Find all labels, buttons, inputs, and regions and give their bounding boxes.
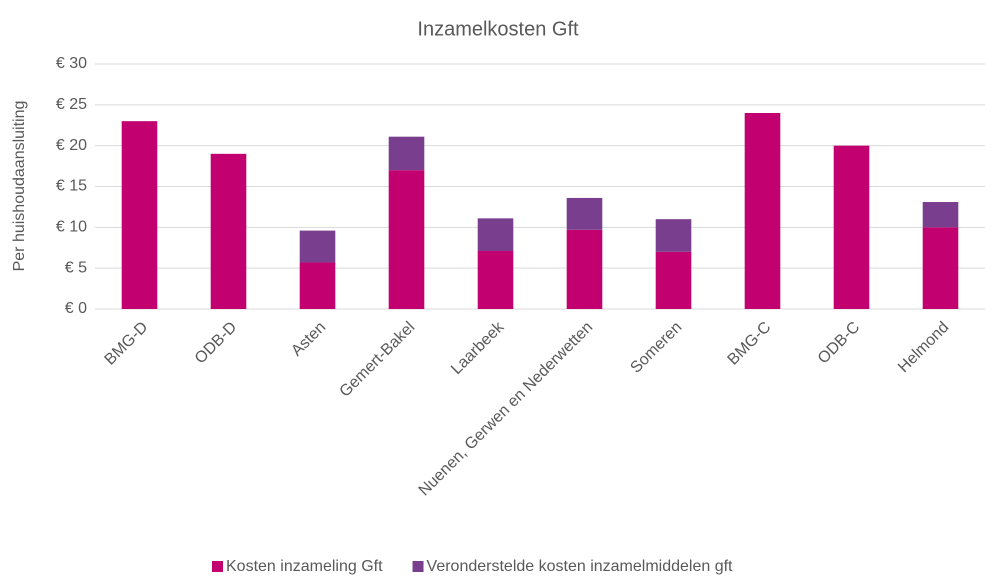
bar-segment xyxy=(477,218,514,252)
x-tick-label: Asten xyxy=(288,319,329,360)
x-tick-label: Helmond xyxy=(895,319,952,376)
bar-segment xyxy=(922,227,959,309)
bar-segment xyxy=(922,202,959,228)
y-axis-label: Per huishoudaansluiting xyxy=(11,101,28,272)
bar-segment xyxy=(388,136,425,171)
bar-segment xyxy=(566,197,603,230)
x-tick-label: BMG-C xyxy=(725,319,775,369)
y-tick-label: € 15 xyxy=(56,178,87,195)
x-tick-label: ODB-D xyxy=(192,319,240,367)
bar-segment xyxy=(299,262,336,309)
x-tick-label: Gemert-Bakel xyxy=(336,319,418,401)
y-tick-label: € 30 xyxy=(56,55,87,72)
y-tick-label: € 10 xyxy=(56,219,87,236)
bar-segment xyxy=(833,145,870,309)
bar-segment xyxy=(210,153,247,309)
y-tick-label: € 0 xyxy=(65,300,87,317)
legend-label: Veronderstelde kosten inzamelmiddelen gf… xyxy=(427,558,734,575)
bar-segment xyxy=(744,113,781,309)
y-tick-label: € 5 xyxy=(65,259,87,276)
y-tick-label: € 25 xyxy=(56,96,87,113)
legend-swatch xyxy=(412,561,424,572)
x-tick-label: Someren xyxy=(627,319,685,377)
chart-title: Inzamelkosten Gft xyxy=(417,18,579,40)
legend-label: Kosten inzameling Gft xyxy=(226,558,383,575)
bar-segment xyxy=(655,219,692,252)
bar-segment xyxy=(299,230,336,263)
x-tick-label: ODB-C xyxy=(815,319,863,367)
bar-segment xyxy=(121,121,158,310)
bar-segment xyxy=(477,251,514,309)
legend-swatch xyxy=(212,561,223,572)
bar-segment xyxy=(388,170,425,309)
x-tick-label: Laarbeek xyxy=(448,318,508,378)
x-tick-label: Nuenen, Gerwen en Nederwetten xyxy=(416,319,597,500)
bar-segment xyxy=(655,251,692,309)
x-tick-label: BMG-D xyxy=(102,319,152,369)
y-tick-label: € 20 xyxy=(56,137,87,154)
bar-segment xyxy=(566,229,603,309)
